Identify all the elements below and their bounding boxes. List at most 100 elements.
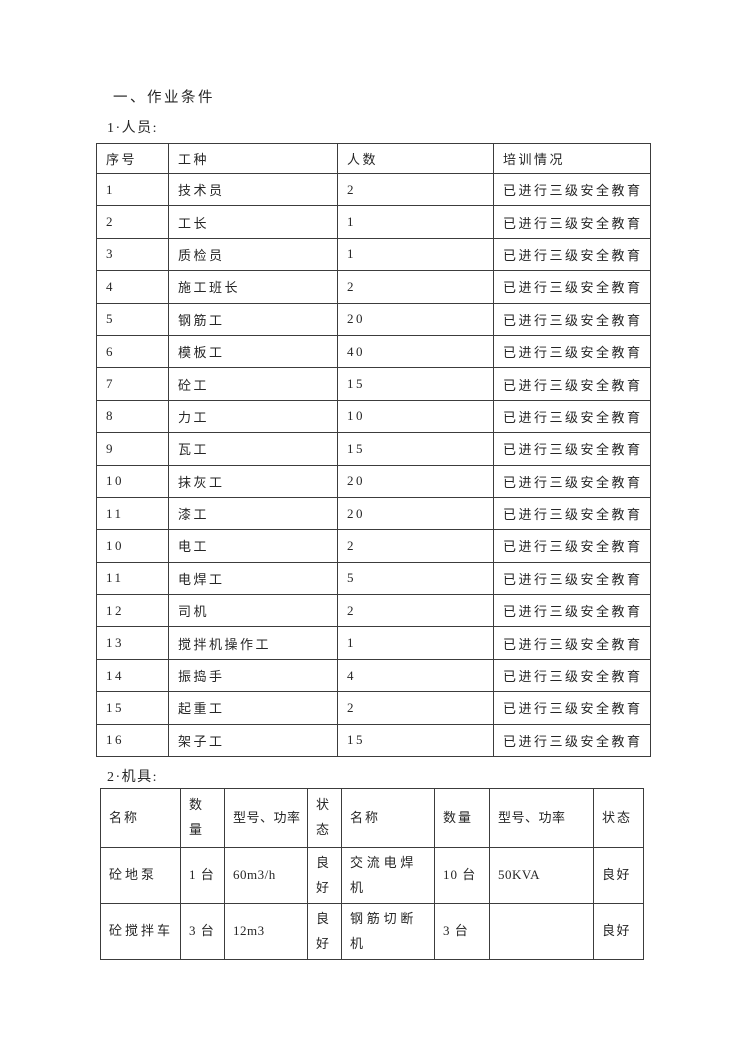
personnel-row: 11 电焊工 5 已进行三级安全教育 bbox=[96, 561, 651, 596]
cell-headcount: 10 bbox=[337, 399, 494, 434]
cell-trade: 抹灰工 bbox=[168, 464, 338, 498]
cell-model-power-right: 50KVA bbox=[489, 847, 594, 904]
equipment-table: 名称 数量 型号、功率 状态 名称 数量 型号、功率 状态 砼地泵 1 台 60… bbox=[100, 788, 644, 960]
personnel-row: 11 漆工 20 已进行三级安全教育 bbox=[96, 496, 651, 531]
personnel-row: 8 力工 10 已进行三级安全教育 bbox=[96, 399, 651, 434]
personnel-row: 10 抹灰工 20 已进行三级安全教育 bbox=[96, 464, 651, 498]
cell-training-status: 已进行三级安全教育 bbox=[493, 270, 651, 304]
equipment-header-row: 名称 数量 型号、功率 状态 名称 数量 型号、功率 状态 bbox=[100, 788, 644, 848]
cell-model-power-left: 12m3 bbox=[224, 903, 308, 960]
cell-trade: 模板工 bbox=[168, 334, 338, 369]
cell-serial-number: 9 bbox=[96, 432, 169, 466]
cell-training-status: 已进行三级安全教育 bbox=[493, 561, 651, 596]
cell-trade: 砼工 bbox=[168, 367, 338, 401]
cell-trade: 技术员 bbox=[168, 172, 338, 207]
header-serial-number: 序号 bbox=[96, 143, 169, 174]
header-equipment-name-right: 名称 bbox=[341, 788, 435, 848]
cell-trade: 施工班长 bbox=[168, 270, 338, 304]
cell-serial-number: 1 bbox=[96, 172, 169, 207]
cell-model-power-right bbox=[489, 903, 594, 960]
header-quantity-left: 数量 bbox=[180, 788, 225, 848]
cell-serial-number: 13 bbox=[96, 626, 169, 660]
cell-serial-number: 8 bbox=[96, 399, 169, 434]
cell-status-left: 良好 bbox=[307, 847, 342, 904]
cell-trade: 起重工 bbox=[168, 691, 338, 725]
cell-quantity-left: 1 台 bbox=[180, 847, 225, 904]
cell-headcount: 40 bbox=[337, 334, 494, 369]
cell-headcount: 20 bbox=[337, 496, 494, 531]
header-trade: 工种 bbox=[168, 143, 338, 174]
cell-serial-number: 16 bbox=[96, 723, 169, 758]
personnel-table: 序号 工种 人数 培训情况 1 技术员 2 已进行三级安全教育 2 工长 1 已… bbox=[96, 143, 651, 758]
cell-serial-number: 5 bbox=[96, 302, 169, 336]
cell-training-status: 已进行三级安全教育 bbox=[493, 172, 651, 207]
cell-serial-number: 7 bbox=[96, 367, 169, 401]
equipment-row: 砼地泵 1 台 60m3/h 良好 交流电焊机 10 台 50KVA 良好 bbox=[100, 847, 644, 904]
header-status-left: 状态 bbox=[307, 788, 342, 848]
cell-trade: 钢筋工 bbox=[168, 302, 338, 336]
cell-serial-number: 15 bbox=[96, 691, 169, 725]
cell-trade: 搅拌机操作工 bbox=[168, 626, 338, 660]
cell-trade: 漆工 bbox=[168, 496, 338, 531]
cell-training-status: 已进行三级安全教育 bbox=[493, 594, 651, 628]
cell-status-right: 良好 bbox=[593, 903, 644, 960]
personnel-header-row: 序号 工种 人数 培训情况 bbox=[96, 143, 651, 174]
cell-training-status: 已进行三级安全教育 bbox=[493, 529, 651, 563]
cell-headcount: 1 bbox=[337, 237, 494, 272]
cell-training-status: 已进行三级安全教育 bbox=[493, 237, 651, 272]
cell-serial-number: 11 bbox=[96, 496, 169, 531]
cell-training-status: 已进行三级安全教育 bbox=[493, 302, 651, 336]
cell-trade: 质检员 bbox=[168, 237, 338, 272]
cell-training-status: 已进行三级安全教育 bbox=[493, 432, 651, 466]
subsection-label-equipment: 2·机具: bbox=[107, 770, 159, 785]
cell-trade: 电工 bbox=[168, 529, 338, 563]
cell-equipment-name-left: 砼搅拌车 bbox=[100, 903, 181, 960]
cell-headcount: 1 bbox=[337, 626, 494, 660]
cell-training-status: 已进行三级安全教育 bbox=[493, 367, 651, 401]
cell-trade: 力工 bbox=[168, 399, 338, 434]
cell-serial-number: 4 bbox=[96, 270, 169, 304]
cell-serial-number: 14 bbox=[96, 658, 169, 693]
cell-trade: 架子工 bbox=[168, 723, 338, 758]
personnel-row: 15 起重工 2 已进行三级安全教育 bbox=[96, 691, 651, 725]
subsection-label-personnel: 1·人员: bbox=[107, 121, 159, 136]
header-model-power-left: 型号、功率 bbox=[224, 788, 308, 848]
header-equipment-name-left: 名称 bbox=[100, 788, 181, 848]
cell-headcount: 15 bbox=[337, 432, 494, 466]
cell-headcount: 20 bbox=[337, 464, 494, 498]
cell-trade: 振捣手 bbox=[168, 658, 338, 693]
cell-training-status: 已进行三级安全教育 bbox=[493, 334, 651, 369]
cell-headcount: 15 bbox=[337, 367, 494, 401]
personnel-row: 3 质检员 1 已进行三级安全教育 bbox=[96, 237, 651, 272]
cell-quantity-right: 3 台 bbox=[434, 903, 490, 960]
cell-headcount: 20 bbox=[337, 302, 494, 336]
header-status-right: 状态 bbox=[593, 788, 644, 848]
cell-trade: 电焊工 bbox=[168, 561, 338, 596]
cell-training-status: 已进行三级安全教育 bbox=[493, 658, 651, 693]
cell-equipment-name-left: 砼地泵 bbox=[100, 847, 181, 904]
cell-equipment-name-right: 交流电焊机 bbox=[341, 847, 435, 904]
cell-headcount: 2 bbox=[337, 529, 494, 563]
header-model-power-right: 型号、功率 bbox=[489, 788, 594, 848]
personnel-row: 2 工长 1 已进行三级安全教育 bbox=[96, 205, 651, 239]
cell-training-status: 已进行三级安全教育 bbox=[493, 205, 651, 239]
cell-serial-number: 2 bbox=[96, 205, 169, 239]
equipment-row: 砼搅拌车 3 台 12m3 良好 钢筋切断机 3 台 良好 bbox=[100, 903, 644, 960]
cell-model-power-left: 60m3/h bbox=[224, 847, 308, 904]
cell-serial-number: 3 bbox=[96, 237, 169, 272]
header-training-status: 培训情况 bbox=[493, 143, 651, 174]
cell-headcount: 2 bbox=[337, 594, 494, 628]
cell-trade: 工长 bbox=[168, 205, 338, 239]
cell-status-left: 良好 bbox=[307, 903, 342, 960]
cell-quantity-right: 10 台 bbox=[434, 847, 490, 904]
personnel-row: 5 钢筋工 20 已进行三级安全教育 bbox=[96, 302, 651, 336]
cell-training-status: 已进行三级安全教育 bbox=[493, 399, 651, 434]
cell-headcount: 2 bbox=[337, 270, 494, 304]
personnel-row: 13 搅拌机操作工 1 已进行三级安全教育 bbox=[96, 626, 651, 660]
personnel-row: 16 架子工 15 已进行三级安全教育 bbox=[96, 723, 651, 758]
header-quantity-right: 数量 bbox=[434, 788, 490, 848]
cell-training-status: 已进行三级安全教育 bbox=[493, 464, 651, 498]
cell-serial-number: 6 bbox=[96, 334, 169, 369]
cell-training-status: 已进行三级安全教育 bbox=[493, 496, 651, 531]
cell-headcount: 1 bbox=[337, 205, 494, 239]
